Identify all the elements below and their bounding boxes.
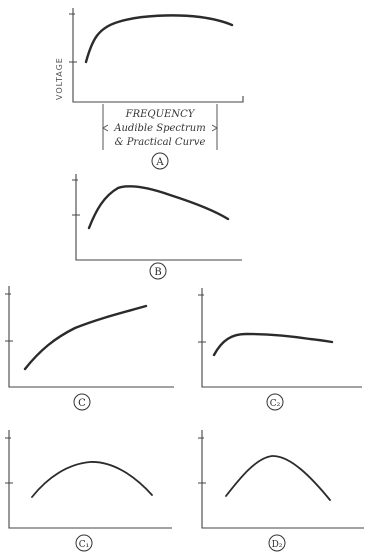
panel-d2-caption-ring [268,534,286,552]
panel-d2-axes [201,430,364,529]
panel-c1-curve [23,304,148,371]
panel-a-caption: A [155,157,164,168]
voltage-axis-label: VOLTAGE [55,57,64,100]
panel-c1-caption: C [78,398,86,409]
panel-b: B [72,174,242,280]
panel-c2: C₂ [198,288,362,411]
panel-c2-curve [212,332,334,357]
panel-b-curve [87,185,230,230]
frequency-label: FREQUENCY [125,109,196,120]
panel-d1: C₁ [5,430,172,552]
panel-b-caption: B [154,267,161,278]
panel-d1-caption-ring [75,534,93,552]
panel-a-caption-ring [151,152,169,170]
panel-c1-caption-ring [73,393,91,411]
panel-d1-curve [31,461,153,498]
panel-d2-caption: D₂ [272,540,283,550]
panel-d2-curve [225,455,331,501]
panel-a-curve [84,14,234,64]
audible-spectrum-label: Audible Spectrum [113,123,205,134]
panel-c2-caption-ring [266,393,284,411]
practical-curve-label: & Practical Curve [115,137,206,148]
panel-d1-axes [8,430,172,529]
bracket-arrow-right [211,124,218,132]
panel-d1-caption: C₁ [79,540,90,550]
panel-c2-axes [201,288,362,388]
panel-d2: D₂ [198,430,364,552]
bracket-arrow-left [102,124,109,132]
panel-a: VOLTAGE FREQUENCY Audible Spectrum & Pra… [55,8,244,170]
panel-c2-caption: C₂ [270,399,281,409]
panel-c1-axes [8,286,174,388]
panel-a-axes [72,8,244,103]
panel-b-caption-ring [149,262,167,280]
panel-b-axes [75,174,242,261]
panel-c1: C [5,286,174,411]
